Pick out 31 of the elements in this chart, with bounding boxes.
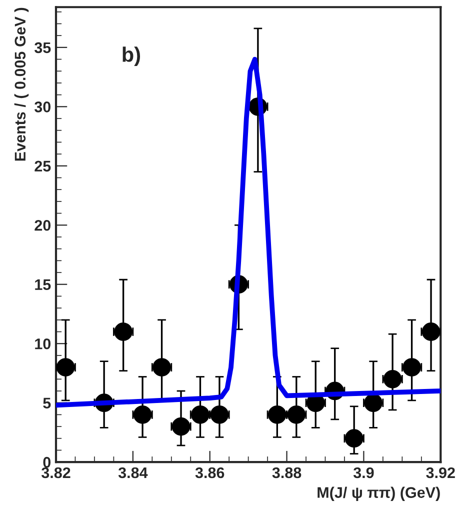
point [364, 394, 383, 412]
point [422, 322, 440, 341]
point [152, 358, 171, 376]
x-tick-label: 3.9 [353, 467, 374, 478]
y-tick-label: 35 [34, 42, 51, 54]
point [114, 322, 132, 341]
y-tick-label: 15 [35, 279, 51, 290]
x-tick-label: 3.88 [272, 467, 302, 478]
x-tick-label: 3.82 [41, 467, 70, 478]
point [191, 405, 210, 424]
y-tick-label: 25 [34, 160, 51, 172]
x-tick-label: 3.92 [426, 467, 455, 478]
y-tick-label: 5 [43, 398, 51, 409]
annotation: b) [122, 46, 140, 66]
y-axis-title: Events / ( 0.005 GeV ) [14, 8, 29, 161]
point [56, 358, 75, 376]
y-tick-label: 30 [34, 102, 51, 112]
x-tick-label: 3.86 [195, 467, 224, 478]
y-tick-label: 10 [35, 338, 51, 350]
point [210, 405, 229, 424]
point [287, 405, 306, 424]
point [383, 370, 402, 388]
point [268, 405, 286, 424]
y-tick-label: 0 [43, 456, 51, 468]
x-tick-label: 3.84 [118, 467, 148, 478]
point [133, 405, 152, 424]
point [402, 358, 421, 376]
x-axis-title: M(J/ ψ ππ) (GeV) [318, 486, 440, 501]
point [344, 429, 364, 448]
point [172, 417, 190, 436]
y-tick-label: 20 [34, 220, 51, 231]
